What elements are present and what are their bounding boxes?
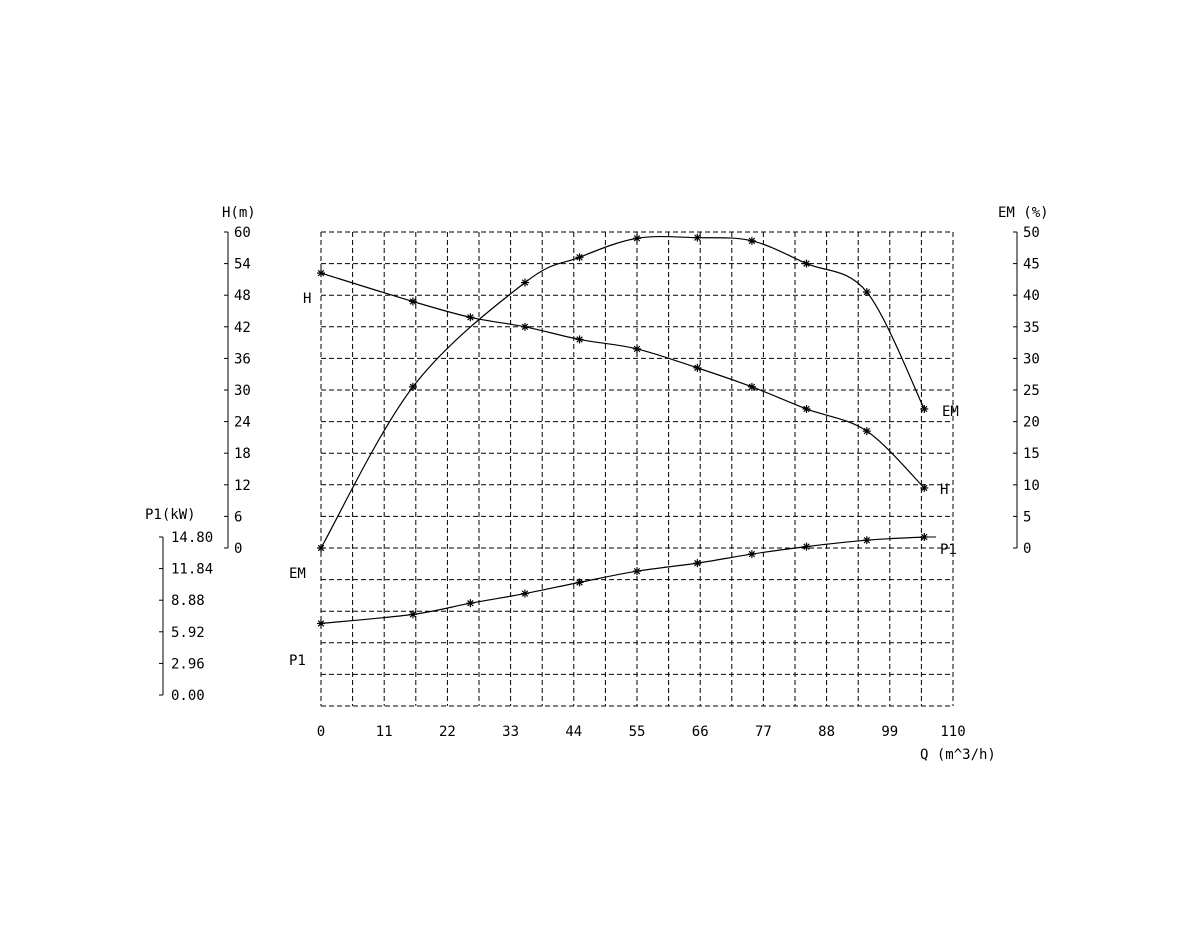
em-curve <box>320 235 925 549</box>
em-axis-tick-label: 20 <box>1023 415 1040 431</box>
p1-axis-tick-label: 11.84 <box>171 562 213 578</box>
h-point <box>520 322 529 331</box>
x-axis-title: Q (m^3/h) <box>920 747 996 763</box>
p1-curve-label-right: P1 <box>940 542 957 558</box>
em-point <box>802 259 811 268</box>
em-axis-tick-label: 35 <box>1023 320 1040 336</box>
em-point <box>575 253 584 262</box>
h-point <box>317 269 325 278</box>
em-point <box>520 278 529 287</box>
p1-axis-title: P1(kW) <box>145 507 196 523</box>
axes <box>159 231 1018 696</box>
em-point <box>693 233 702 242</box>
h-point <box>408 297 417 306</box>
h-axis-tick-label: 48 <box>234 288 251 304</box>
em-axis-tick-label: 50 <box>1023 225 1040 241</box>
em-axis-title: EM (%) <box>998 205 1049 221</box>
p1-point <box>920 533 929 541</box>
x-axis-tick-label: 22 <box>439 724 456 740</box>
h-axis-tick-label: 6 <box>234 509 242 525</box>
p1-point <box>317 619 325 628</box>
p1-curve <box>320 536 925 625</box>
p1-point <box>408 610 417 619</box>
h-axis-tick-label: 24 <box>234 415 251 431</box>
grid <box>320 231 954 707</box>
h-axis-tick-label: 18 <box>234 446 251 462</box>
p1-point <box>466 599 475 608</box>
h-axis-tick-label: 0 <box>234 541 242 557</box>
em-point <box>633 234 641 243</box>
h-point <box>575 335 584 344</box>
p1-point <box>633 567 641 576</box>
x-axis-tick-label: 11 <box>376 724 393 740</box>
h-axis-tick-label: 60 <box>234 225 251 241</box>
h-curve-label-left: H <box>303 291 311 307</box>
em-axis-tick-label: 25 <box>1023 383 1040 399</box>
em-point <box>920 404 929 413</box>
curves <box>317 233 936 628</box>
em-axis-tick-label: 30 <box>1023 351 1040 367</box>
em-point <box>747 236 756 245</box>
x-axis-tick-label: 55 <box>629 724 646 740</box>
em-point <box>408 382 417 391</box>
p1-axis-tick-label: 0.00 <box>171 688 205 704</box>
h-axis-tick-label: 42 <box>234 320 251 336</box>
h-curve-label-right: H <box>940 482 948 498</box>
em-axis-tick-label: 45 <box>1023 257 1040 273</box>
p1-point <box>575 578 584 587</box>
p1-point <box>693 559 702 568</box>
p1-point <box>747 550 756 559</box>
h-point <box>747 382 756 391</box>
x-axis-tick-label: 0 <box>317 724 325 740</box>
p1-axis-tick-label: 2.96 <box>171 656 205 672</box>
em-axis-tick-label: 5 <box>1023 509 1031 525</box>
h-axis-title: H(m) <box>222 205 256 221</box>
p1-point <box>520 589 529 598</box>
h-point <box>466 313 475 322</box>
h-point <box>802 404 811 413</box>
x-axis-tick-label: 66 <box>692 724 709 740</box>
p1-axis-tick-label: 8.88 <box>171 593 205 609</box>
h-axis-tick-label: 54 <box>234 257 251 273</box>
h-curve <box>320 272 925 489</box>
em-axis-tick-label: 15 <box>1023 446 1040 462</box>
labels: 0 6 12 18 24 30 36 42 48 54 60 0 5 10 15 20 25 30 35 40 45 50… <box>171 225 1040 740</box>
p1-point <box>802 542 811 551</box>
em-point <box>862 288 871 297</box>
p1-axis-tick-label: 5.92 <box>171 625 205 641</box>
em-axis-tick-label: 10 <box>1023 478 1040 494</box>
p1-axis-tick-label: 14.80 <box>171 530 213 546</box>
x-axis-tick-label: 77 <box>755 724 772 740</box>
h-axis-tick-label: 30 <box>234 383 251 399</box>
h-point <box>693 363 702 372</box>
p1-point <box>862 536 871 545</box>
em-axis-tick-label: 40 <box>1023 288 1040 304</box>
em-axis-tick-label: 0 <box>1023 541 1031 557</box>
h-axis-tick-label: 36 <box>234 351 251 367</box>
h-point <box>633 344 641 353</box>
em-curve-label-right: EM <box>942 404 959 420</box>
h-point <box>920 483 929 492</box>
em-point <box>317 544 325 552</box>
x-axis-tick-label: 110 <box>940 724 965 740</box>
p1-curve-label-left: P1 <box>289 653 306 669</box>
h-axis-tick-label: 12 <box>234 478 251 494</box>
h-point <box>862 427 871 436</box>
x-axis-tick-label: 44 <box>565 724 582 740</box>
em-curve-label-left: EM <box>289 566 306 582</box>
x-axis-tick-label: 99 <box>881 724 898 740</box>
x-axis-tick-label: 88 <box>818 724 835 740</box>
x-axis-tick-label: 33 <box>502 724 519 740</box>
